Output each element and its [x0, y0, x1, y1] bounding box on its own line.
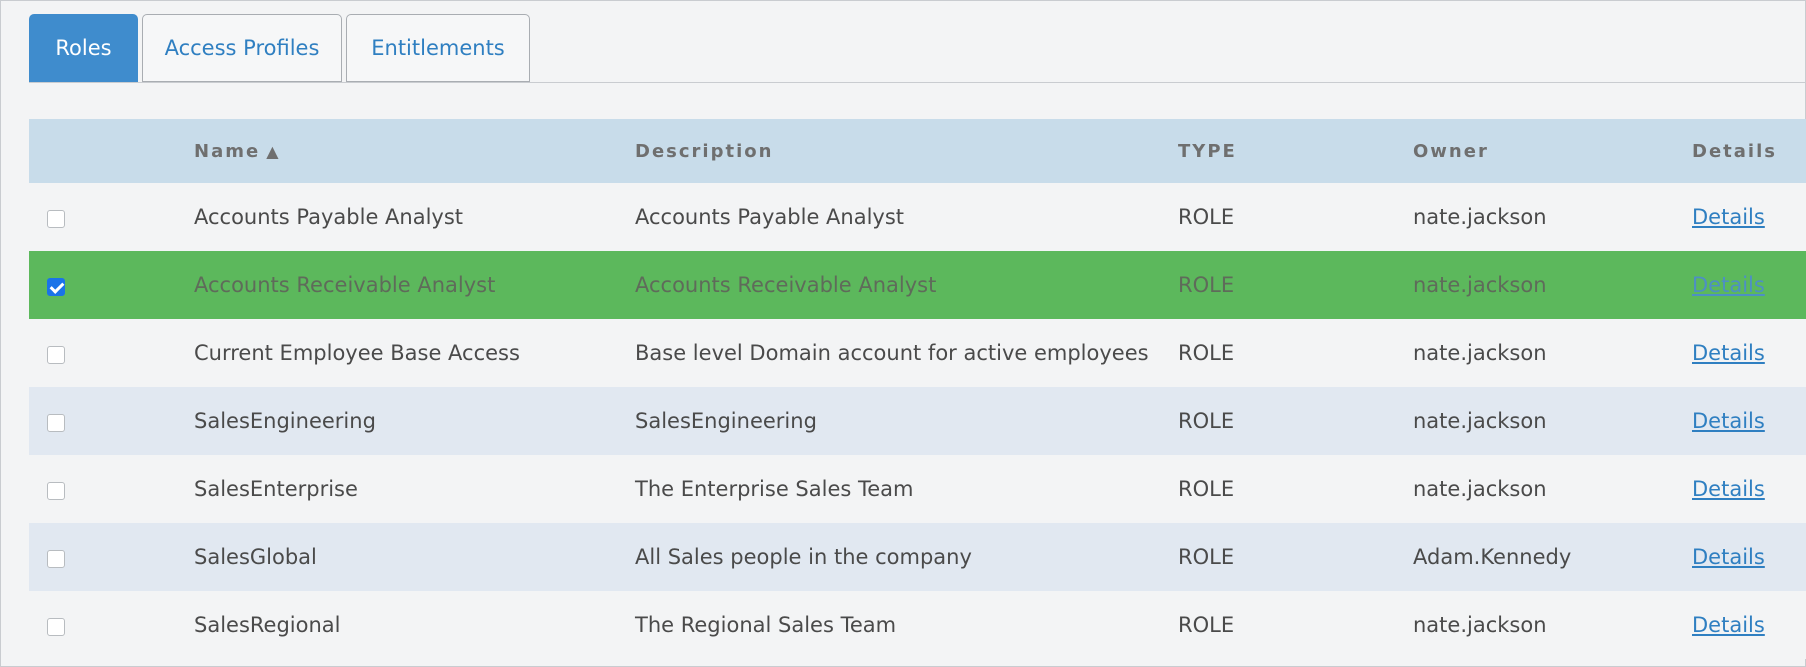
details-link[interactable]: Details [1692, 273, 1765, 297]
tab-bar: Roles Access Profiles Entitlements [29, 14, 530, 84]
details-link[interactable]: Details [1692, 409, 1765, 433]
role-name: SalesEnterprise [194, 477, 358, 501]
table-row-selected[interactable]: Accounts Receivable Analyst Accounts Rec… [29, 251, 1806, 319]
role-type: ROLE [1178, 273, 1235, 297]
row-checkbox[interactable] [47, 346, 65, 364]
tab-access-profiles[interactable]: Access Profiles [142, 14, 342, 82]
table-row[interactable]: SalesEnterprise The Enterprise Sales Tea… [29, 455, 1806, 523]
role-type: ROLE [1178, 409, 1235, 433]
column-header-description[interactable]: Description [635, 140, 774, 162]
table-row[interactable]: SalesEngineering SalesEngineering ROLE n… [29, 387, 1806, 455]
role-name: Accounts Receivable Analyst [194, 273, 496, 297]
column-header-owner[interactable]: Owner [1413, 140, 1489, 162]
role-name: SalesGlobal [194, 545, 317, 569]
role-name: Current Employee Base Access [194, 341, 520, 365]
row-checkbox[interactable] [47, 550, 65, 568]
table-row[interactable]: SalesGlobal All Sales people in the comp… [29, 523, 1806, 591]
row-checkbox[interactable] [47, 618, 65, 636]
role-name: SalesEngineering [194, 409, 376, 433]
role-name: SalesRegional [194, 613, 341, 637]
roles-table: Name ▲ Description TYPE Owner Details Acc… [29, 119, 1806, 659]
row-checkbox[interactable] [47, 210, 65, 228]
sort-ascending-icon: ▲ [266, 141, 281, 161]
details-link[interactable]: Details [1692, 205, 1765, 229]
role-owner: nate.jackson [1413, 273, 1547, 297]
column-header-type[interactable]: TYPE [1178, 140, 1237, 162]
table-row[interactable]: Accounts Payable Analyst Accounts Payabl… [29, 183, 1806, 251]
tab-roles[interactable]: Roles [29, 14, 138, 82]
role-description: All Sales people in the company [635, 545, 972, 569]
role-description: SalesEngineering [635, 409, 817, 433]
role-type: ROLE [1178, 545, 1235, 569]
tab-entitlements[interactable]: Entitlements [346, 14, 530, 82]
column-header-name[interactable]: Name ▲ [194, 141, 281, 162]
role-description: The Enterprise Sales Team [635, 477, 914, 501]
role-description: Accounts Payable Analyst [635, 205, 905, 229]
row-checkbox[interactable] [47, 414, 65, 432]
details-link[interactable]: Details [1692, 341, 1765, 365]
role-owner: nate.jackson [1413, 205, 1547, 229]
role-type: ROLE [1178, 613, 1235, 637]
role-name: Accounts Payable Analyst [194, 205, 464, 229]
details-link[interactable]: Details [1692, 613, 1765, 637]
role-owner: Adam.Kennedy [1413, 545, 1572, 569]
role-owner: nate.jackson [1413, 613, 1547, 637]
row-checkbox-checked[interactable] [47, 278, 65, 296]
tab-divider [29, 82, 1805, 83]
role-type: ROLE [1178, 477, 1235, 501]
column-header-details: Details [1692, 140, 1777, 162]
role-owner: nate.jackson [1413, 341, 1547, 365]
role-type: ROLE [1178, 341, 1235, 365]
role-type: ROLE [1178, 205, 1235, 229]
role-owner: nate.jackson [1413, 409, 1547, 433]
role-description: Accounts Receivable Analyst [635, 273, 937, 297]
details-link[interactable]: Details [1692, 545, 1765, 569]
role-description: Base level Domain account for active emp… [635, 341, 1149, 365]
row-checkbox[interactable] [47, 482, 65, 500]
role-owner: nate.jackson [1413, 477, 1547, 501]
role-description: The Regional Sales Team [635, 613, 897, 637]
table-row[interactable]: Current Employee Base Access Base level … [29, 319, 1806, 387]
table-header: Name ▲ Description TYPE Owner Details [29, 119, 1806, 183]
table-row[interactable]: SalesRegional The Regional Sales Team RO… [29, 591, 1806, 659]
details-link[interactable]: Details [1692, 477, 1765, 501]
column-header-name-label: Name [194, 140, 261, 162]
